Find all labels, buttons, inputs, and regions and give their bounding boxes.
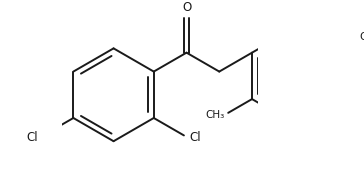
Text: CH₃: CH₃ [206, 109, 225, 120]
Text: O: O [182, 1, 191, 14]
Text: CH₃: CH₃ [360, 32, 364, 42]
Text: Cl: Cl [189, 131, 201, 144]
Text: Cl: Cl [27, 131, 38, 144]
